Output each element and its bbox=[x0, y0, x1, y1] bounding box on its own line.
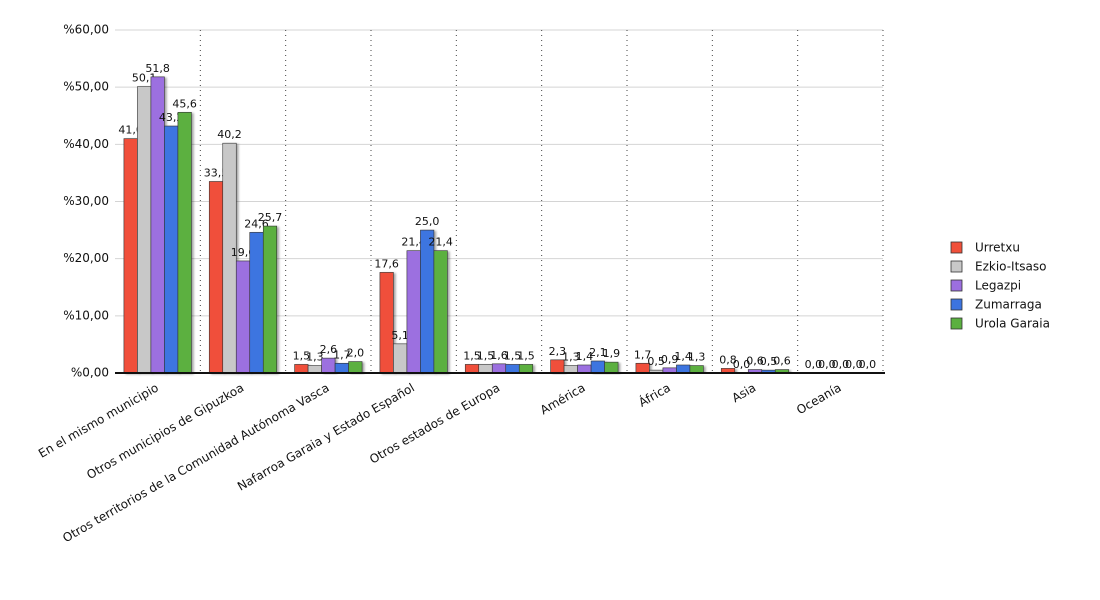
x-tick-label: Asia bbox=[729, 381, 758, 406]
value-label: 1,3 bbox=[562, 351, 580, 364]
y-tick-label: %20,00 bbox=[63, 251, 109, 265]
value-label: 25,7 bbox=[258, 211, 283, 224]
value-label: 2,3 bbox=[549, 345, 567, 358]
legend-swatch bbox=[950, 317, 963, 330]
value-label: 1,9 bbox=[603, 347, 621, 360]
bar bbox=[590, 360, 605, 374]
bar bbox=[348, 361, 363, 374]
value-label: 51,8 bbox=[145, 62, 170, 75]
y-tick-label: %10,00 bbox=[63, 308, 109, 322]
value-label: 1,4 bbox=[576, 350, 594, 363]
bar bbox=[379, 272, 394, 374]
bar bbox=[235, 260, 251, 374]
value-label: 17,6 bbox=[374, 257, 399, 270]
x-tick-label: América bbox=[538, 381, 588, 418]
bar bbox=[604, 361, 619, 374]
bar bbox=[478, 364, 493, 374]
value-label: 21,4 bbox=[428, 236, 453, 249]
bar bbox=[433, 250, 448, 374]
bar bbox=[464, 364, 480, 374]
y-tick-label: %30,00 bbox=[63, 194, 109, 208]
value-label: 24,6 bbox=[244, 217, 269, 230]
bar bbox=[249, 232, 264, 374]
value-label: 0,0 bbox=[859, 358, 877, 371]
value-label: 0,0 bbox=[805, 358, 823, 371]
bar bbox=[393, 343, 408, 374]
value-label: 0,5 bbox=[760, 355, 778, 368]
y-tick-label: %0,00 bbox=[71, 366, 109, 380]
value-label: 2,6 bbox=[320, 343, 338, 356]
x-tick-label: Oceanía bbox=[794, 381, 844, 418]
value-label: 0,8 bbox=[719, 353, 737, 366]
value-label: 1,5 bbox=[477, 349, 495, 362]
y-tick-label: %40,00 bbox=[63, 137, 109, 151]
bar bbox=[406, 250, 421, 374]
bar bbox=[334, 362, 349, 374]
legend-label: Urola Garaia bbox=[975, 317, 1050, 331]
value-label: 33,5 bbox=[204, 166, 229, 179]
legend-swatch bbox=[950, 260, 963, 273]
value-label: 1,5 bbox=[504, 349, 522, 362]
y-tick-label: %60,00 bbox=[63, 23, 109, 37]
value-label: 0,6 bbox=[773, 355, 791, 368]
y-tick-label: %50,00 bbox=[63, 80, 109, 94]
value-label: 1,5 bbox=[293, 349, 311, 362]
value-label: 1,5 bbox=[517, 349, 535, 362]
value-label: 0,0 bbox=[733, 358, 751, 371]
legend-swatch bbox=[950, 241, 963, 254]
bar bbox=[518, 364, 534, 374]
value-label: 1,3 bbox=[306, 351, 324, 364]
x-tick-label: Otros municipios de Gipuzkoa bbox=[84, 381, 246, 483]
value-label: 25,0 bbox=[415, 215, 440, 228]
x-tick-label: Nafarroa Garaia y Estado Español bbox=[235, 381, 417, 494]
value-label: 0,0 bbox=[818, 358, 836, 371]
legend-label: Urretxu bbox=[975, 241, 1020, 255]
bar bbox=[491, 363, 507, 374]
bar bbox=[577, 364, 592, 374]
bar bbox=[123, 138, 138, 374]
legend-label: Ezkio-Itsaso bbox=[975, 260, 1047, 274]
value-label: 19,6 bbox=[231, 246, 256, 259]
value-label: 0,9 bbox=[661, 353, 679, 366]
legend-label: Zumarraga bbox=[975, 298, 1042, 312]
bar bbox=[294, 364, 309, 374]
legend-swatch bbox=[950, 279, 963, 292]
value-label: 1,6 bbox=[490, 349, 508, 362]
legend-swatch bbox=[950, 298, 963, 311]
value-label: 45,6 bbox=[172, 97, 197, 110]
value-label: 40,2 bbox=[217, 128, 242, 141]
bar bbox=[420, 229, 435, 374]
value-label: 1,5 bbox=[463, 349, 481, 362]
bar bbox=[164, 125, 179, 374]
bar bbox=[689, 365, 704, 374]
value-label: 43,2 bbox=[159, 111, 184, 124]
x-tick-label: África bbox=[636, 380, 673, 410]
value-label: 50,1 bbox=[132, 72, 157, 85]
value-label: 2,1 bbox=[589, 346, 607, 359]
value-label: 0,0 bbox=[845, 358, 863, 371]
bar bbox=[563, 365, 578, 374]
bar bbox=[262, 225, 278, 374]
value-label: 5,1 bbox=[391, 329, 409, 342]
legend-label: Legazpi bbox=[975, 279, 1021, 293]
value-label: 0,6 bbox=[746, 355, 764, 368]
value-label: 2,0 bbox=[347, 347, 365, 360]
value-label: 1,7 bbox=[634, 348, 652, 361]
bar bbox=[676, 364, 691, 374]
value-label: 0,5 bbox=[647, 355, 665, 368]
value-label: 1,3 bbox=[688, 351, 706, 364]
value-label: 0,0 bbox=[832, 358, 850, 371]
bar bbox=[177, 112, 192, 374]
value-label: 41,0 bbox=[118, 124, 143, 137]
value-label: 1,7 bbox=[333, 348, 351, 361]
bar bbox=[137, 86, 152, 374]
value-label: 21,4 bbox=[401, 236, 426, 249]
bar bbox=[208, 181, 224, 374]
bar bbox=[505, 364, 520, 374]
bar bbox=[307, 365, 322, 374]
value-label: 1,4 bbox=[674, 350, 692, 363]
